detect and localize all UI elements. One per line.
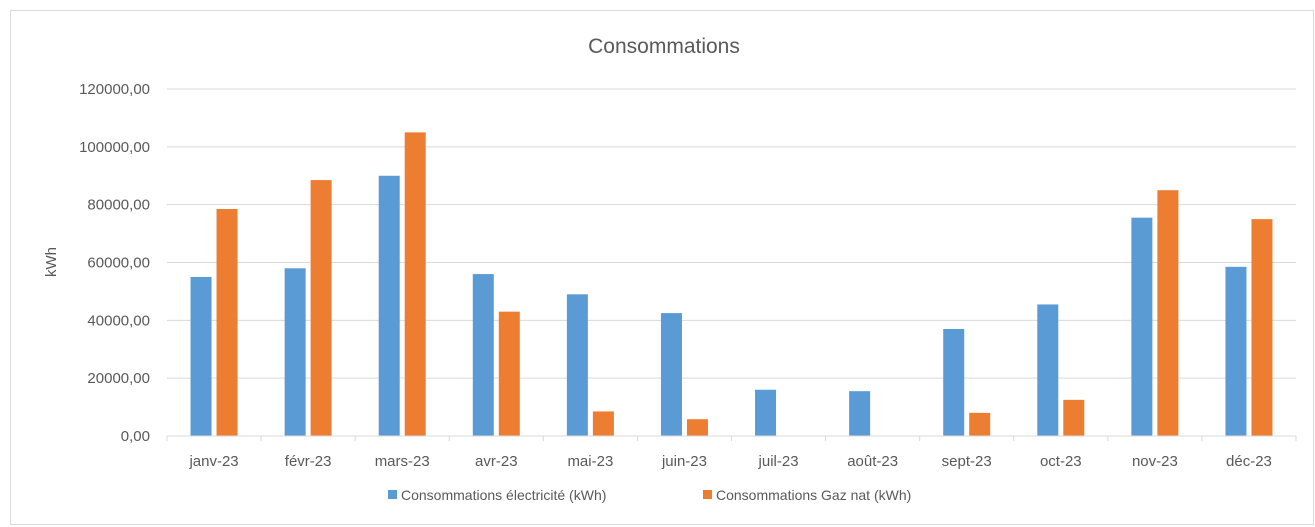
y-tick-label: 60000,00 [87,255,150,272]
bar-electricite-7 [849,391,871,436]
x-tick-label: août-23 [847,453,898,470]
y-tick-label: 120000,00 [79,81,150,98]
bar-electricite-5 [660,313,682,436]
bar-electricite-6 [755,389,777,436]
y-axis-label: kWh [43,247,60,277]
x-tick-label: févr-23 [285,453,332,470]
bar-gaz-5 [686,419,708,436]
bar-gaz-10 [1157,190,1179,436]
bar-electricite-2 [378,175,400,436]
bar-gaz-3 [498,311,520,436]
chart-title: Consommations [588,35,740,58]
bar-electricite-10 [1131,217,1153,436]
x-tick-label: juin-23 [661,453,707,470]
x-axis-ticks: janv-23 févr-23 mars-23 avr-23 mai-23 juin-23… [166,436,1297,470]
bar-electricite-1 [284,268,306,436]
bar-gaz-4 [592,411,614,436]
x-tick-label: janv-23 [188,453,238,470]
x-tick-label: mai-23 [567,453,613,470]
bar-gaz-11 [1251,219,1273,436]
legend-swatch-gaz [703,490,712,499]
bars [190,132,1273,436]
x-tick-label: sept-23 [942,453,992,470]
bar-gaz-0 [216,209,238,436]
x-tick-label: oct-23 [1040,453,1082,470]
y-axis-ticks: 0,00 20000,00 40000,00 60000,00 80000,00 1000… [79,81,150,445]
bar-electricite-9 [1037,304,1059,436]
bar-electricite-8 [943,329,965,436]
legend-label-electricite: Consommations électricité (kWh) [401,487,606,503]
bar-gaz-9 [1063,399,1085,436]
legend-label-gaz: Consommations Gaz nat (kWh) [716,487,911,503]
bar-electricite-11 [1225,266,1247,436]
x-tick-label: déc-23 [1226,453,1272,470]
bar-electricite-0 [190,276,212,436]
x-tick-label: mars-23 [375,453,430,470]
legend: Consommations électricité (kWh) Consommat… [388,487,911,503]
y-tick-label: 40000,00 [87,312,150,329]
bar-gaz-2 [404,132,426,436]
legend-swatch-electricite [388,490,397,499]
x-tick-label: nov-23 [1132,453,1178,470]
bar-gaz-8 [969,412,991,436]
x-tick-label: avr-23 [475,453,518,470]
bar-electricite-3 [472,274,494,436]
y-tick-label: 80000,00 [87,197,150,214]
x-tick-label: juil-23 [758,453,799,470]
bar-electricite-4 [566,294,588,436]
y-tick-label: 100000,00 [79,139,150,156]
y-tick-label: 20000,00 [87,370,150,387]
gridlines [167,88,1296,379]
y-tick-label: 0,00 [121,428,150,445]
bar-gaz-1 [310,180,332,436]
